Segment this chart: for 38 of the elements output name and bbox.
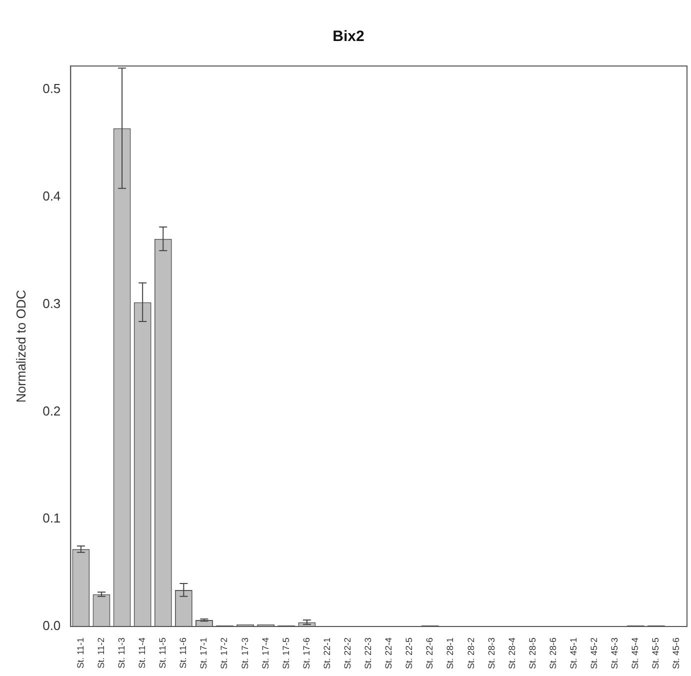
x-tick-label: St. 45-1 xyxy=(568,637,578,670)
x-tick-label: St. 11-3 xyxy=(116,637,127,668)
x-tick-label: St. 22-3 xyxy=(363,637,374,670)
x-tick-label: St. 45-6 xyxy=(671,637,682,670)
x-tick-label: St. 22-5 xyxy=(404,637,414,670)
y-tick-label: 0.2 xyxy=(42,403,61,418)
x-tick-label: St. 28-3 xyxy=(486,637,496,670)
chart-title: Bix2 xyxy=(332,28,364,46)
x-tick-label: St. 45-5 xyxy=(650,637,661,670)
x-tick-label: St. 22-1 xyxy=(322,637,332,670)
x-tick-label: St. 17-6 xyxy=(301,637,312,670)
x-tick-label: St. 28-5 xyxy=(527,637,538,670)
x-tick-label: St. 17-1 xyxy=(198,637,209,670)
x-tick-label: St. 11-5 xyxy=(158,637,168,668)
x-tick-label: St. 28-4 xyxy=(506,637,517,670)
x-tick-label: St. 17-2 xyxy=(219,637,230,670)
x-tick-label: St. 11-2 xyxy=(96,637,106,668)
x-tick-label: St. 28-6 xyxy=(548,637,558,670)
x-tick-label: St. 28-1 xyxy=(445,637,456,670)
x-tick-label: St. 11-4 xyxy=(137,637,148,668)
x-tick-label: St. 17-5 xyxy=(280,637,291,670)
x-tick-label: St. 22-2 xyxy=(342,637,353,670)
x-tick-label: St. 11-1 xyxy=(75,637,86,668)
x-tick-label: St. 22-6 xyxy=(424,637,435,670)
y-tick-label: 0.1 xyxy=(42,510,61,526)
x-tick-label: St. 11-6 xyxy=(178,637,188,668)
x-tick-label: St. 28-2 xyxy=(466,637,476,670)
x-tick-label: St. 45-2 xyxy=(589,637,600,670)
y-tick-label: 0.3 xyxy=(42,296,61,311)
x-tick-label: St. 45-3 xyxy=(610,637,620,670)
y-tick-label: 0.5 xyxy=(42,81,61,96)
x-tick-label: St. 45-4 xyxy=(630,637,640,670)
x-tick-label: St. 17-4 xyxy=(260,637,270,670)
y-tick-label: 0.0 xyxy=(42,618,61,634)
y-axis-title: Normalized to ODC xyxy=(13,290,28,403)
y-tick-label: 0.4 xyxy=(42,188,61,204)
x-tick-label: St. 17-3 xyxy=(240,637,250,670)
x-tick-label: St. 22-4 xyxy=(384,637,394,670)
